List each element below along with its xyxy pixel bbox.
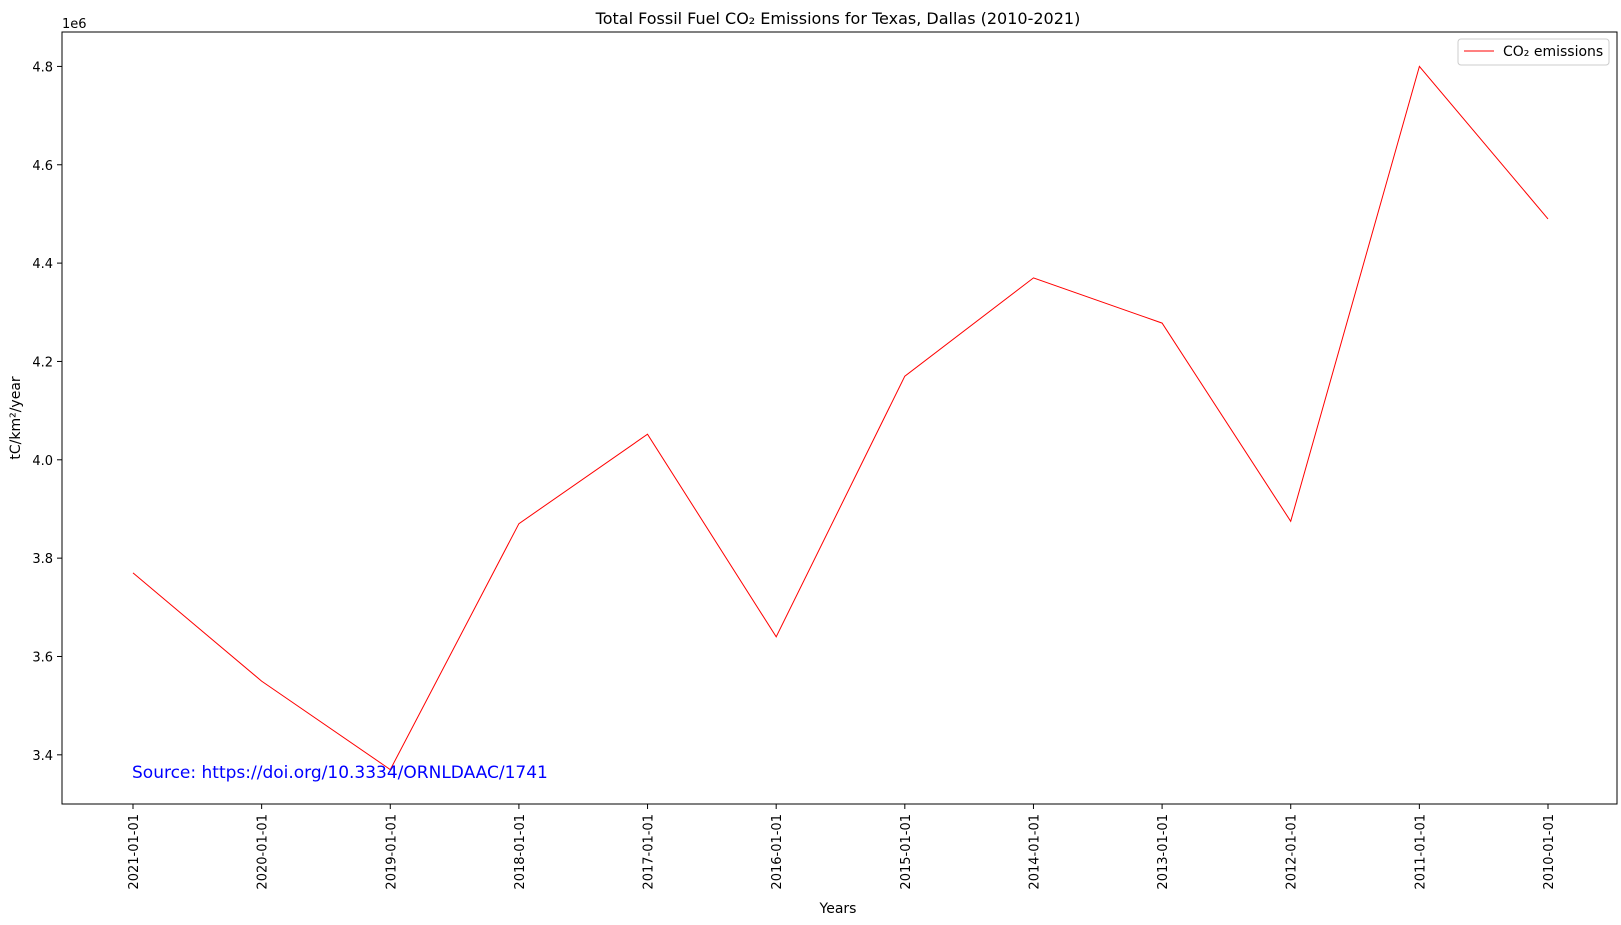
series-line <box>133 66 1548 769</box>
x-tick-label: 2020-01-01 <box>256 814 271 890</box>
y-tick-label: 3.6 <box>32 650 53 665</box>
x-tick-label: 2012-01-01 <box>1285 814 1300 890</box>
y-axis-label: tC/km²/year <box>8 376 24 460</box>
y-tick-label: 3.4 <box>32 749 53 764</box>
chart-title: Total Fossil Fuel CO₂ Emissions for Texa… <box>595 9 1081 28</box>
x-tick-label: 2014-01-01 <box>1027 814 1042 890</box>
legend: CO₂ emissions <box>1458 39 1609 65</box>
legend-label: CO₂ emissions <box>1503 44 1603 60</box>
y-tick-label: 4.2 <box>32 355 53 370</box>
x-tick-label: 2016-01-01 <box>770 814 785 890</box>
y-tick-label: 4.8 <box>32 60 53 75</box>
axes: 3.4 3.6 3.8 4.0 4.2 4.4 4.6 4.8 2021-01-01 2020-0… <box>32 32 1617 890</box>
x-tick-label: 2017-01-01 <box>642 814 657 890</box>
x-tick-label: 2015-01-01 <box>899 814 914 890</box>
source-annotation: Source: https://doi.org/10.3334/ORNLDAAC… <box>132 763 548 783</box>
x-tick-label: 2013-01-01 <box>1156 814 1171 890</box>
y-tick-label: 4.6 <box>32 159 53 174</box>
y-axis-offset-label: 1e6 <box>62 17 87 32</box>
y-tick-label: 3.8 <box>32 552 53 567</box>
y-tick-label: 4.4 <box>32 257 53 272</box>
x-tick-label: 2011-01-01 <box>1413 814 1428 890</box>
y-tick-label: 4.0 <box>32 454 53 469</box>
x-tick-label: 2021-01-01 <box>127 814 142 890</box>
plot-frame <box>62 32 1617 804</box>
x-axis-label: Years <box>819 901 857 917</box>
x-tick-label: 2018-01-01 <box>513 814 528 890</box>
series-group <box>133 66 1548 769</box>
x-tick-label: 2010-01-01 <box>1542 814 1557 890</box>
x-tick-label: 2019-01-01 <box>384 814 399 890</box>
